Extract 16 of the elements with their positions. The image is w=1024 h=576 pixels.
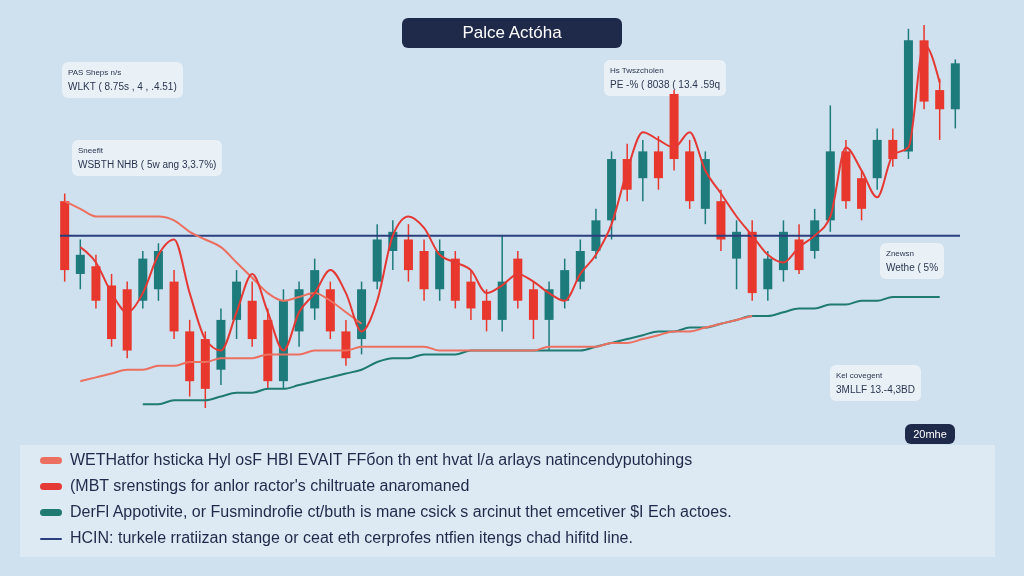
annotation: Kel covegent (836, 370, 884, 382)
annotation: PAS Sheps n/s (68, 67, 123, 79)
candlestick (482, 288, 492, 333)
annotation: PE -% ( 8038 ( 13.4 .59q (610, 78, 721, 92)
annotation: Hs Twszcholen (610, 65, 665, 77)
legend-label: (MBT srenstings for anlor ractor's chiltruate anaromaned (70, 477, 470, 494)
annotation: WLKT ( 8.75s , 4 , .4.51) (68, 80, 177, 94)
annotation: Znewsn (886, 248, 915, 260)
annotation: WSBTH NHB ( 5w ang 3,3.7%) (78, 158, 217, 172)
annotation: Wethe ( 5% (886, 261, 939, 275)
legend-label: DerFl Appotivite, or Fusmindrofie ct/buth is mane csick s arcinut thet emcetiver $I Ech actoes. (70, 503, 732, 520)
legend-label: WETHatfor hsticka Hyl osF HBI EVAIT FFбon th ent hvat l/a arlays natincendyputohings (70, 451, 693, 468)
annotation: 3MLLF 13.-4,3BD (836, 383, 915, 397)
annotation: Sneefit (78, 145, 104, 157)
candlestick (75, 238, 85, 291)
legend-label: HCIN: turkele rratiizan stange or ceat eth cerprofes ntfien itengs chad hifitd line. (70, 529, 633, 546)
